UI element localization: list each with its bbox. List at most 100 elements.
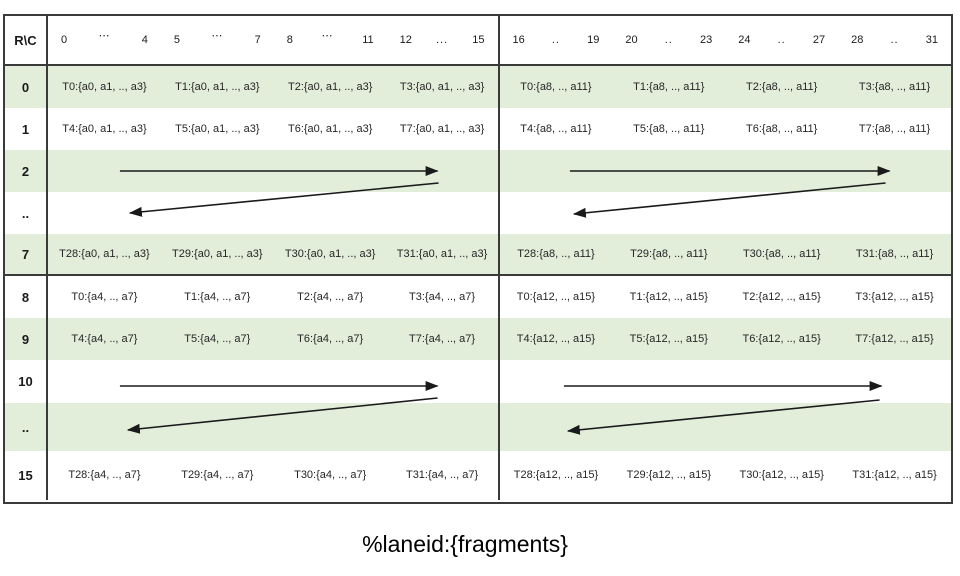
row-label: .. xyxy=(5,192,48,234)
fragment-cell: T28:{a4, .., a7} xyxy=(68,469,141,481)
fragment-cell: T0:{a0, a1, .., a3} xyxy=(48,66,161,108)
col-from: 24 xyxy=(738,33,751,46)
fragment-cell: T5:{a4, .., a7} xyxy=(160,318,274,360)
col-to: 11 xyxy=(362,33,374,46)
ellipsis-dots: ⋯ xyxy=(98,29,111,42)
fragment-cell: T7:{a12, .., a15} xyxy=(838,318,951,360)
row-label: 7 xyxy=(5,234,48,276)
ellipsis-dots: .. xyxy=(664,33,673,46)
col-to: 27 xyxy=(812,33,826,46)
col-to: 23 xyxy=(700,33,713,46)
ellipsis-dots: .. xyxy=(777,33,786,46)
row-label: 10 xyxy=(5,360,48,403)
arrow-row-right-half xyxy=(499,403,951,451)
fragment-cell: T29:{a8, .., a11} xyxy=(612,234,726,276)
row-label: 8 xyxy=(5,276,48,318)
column-group-header: 8 ⋯ 11 xyxy=(273,16,387,66)
fragment-cell: T5:{a8, .., a11} xyxy=(633,122,705,135)
fragment-cell: T2:{a4, .., a7} xyxy=(297,290,364,303)
arrow-row-right-half xyxy=(499,150,951,192)
column-group-header: 20 .. 23 xyxy=(612,16,726,66)
fragment-cell: T7:{a8, .., a11} xyxy=(858,122,931,135)
fragment-cell: T4:{a8, .., a11} xyxy=(520,122,592,135)
fragment-cell: T31:{a0, a1, .., a3} xyxy=(386,234,500,276)
row-label: .. xyxy=(5,403,48,451)
column-group-header: 0 ⋯ 4 xyxy=(48,16,161,66)
fragment-cell: T28:{a8, .., a11} xyxy=(499,234,613,276)
arrow-row-right-half xyxy=(500,360,952,403)
column-group-header: 5 ⋯ 7 xyxy=(160,16,274,66)
col-to: 31 xyxy=(925,33,938,46)
col-from: 0 xyxy=(61,33,68,46)
column-group-header: 24 .. 27 xyxy=(725,16,839,66)
fragment-cell: T1:{a0, a1, .., a3} xyxy=(160,66,274,108)
col-to: 7 xyxy=(254,33,261,46)
col-from: 28 xyxy=(851,33,864,46)
fragment-cell: T30:{a0, a1, .., a3} xyxy=(273,234,387,276)
column-group-header: 28 .. 31 xyxy=(838,16,951,66)
fragment-cell: T31:{a12, .., a15} xyxy=(852,469,937,481)
row-label: 0 xyxy=(5,66,48,108)
row-label: 1 xyxy=(5,108,48,150)
fragment-cell: T1:{a12, .., a15} xyxy=(629,290,708,303)
fragment-cell: T6:{a8, .., a11} xyxy=(746,122,818,135)
column-group-header: 16 .. 19 xyxy=(499,16,613,66)
fragment-cell: T30:{a4, .., a7} xyxy=(294,469,367,481)
fragment-cell: T0:{a4, .., a7} xyxy=(71,290,138,303)
col-from: 8 xyxy=(286,33,293,46)
figure-caption: %laneid:{fragments} xyxy=(362,531,568,557)
col-to: 4 xyxy=(141,33,148,46)
arrow-row-right-half xyxy=(500,192,952,234)
ellipsis-dots: ⋯ xyxy=(321,29,334,42)
fragment-layout-table: R\C 0 ⋯ 4 5 ⋯ 7 8 ⋯ 11 12 ... 15 16 .. 1… xyxy=(3,14,953,504)
fragment-cell: T3:{a0, a1, .., a3} xyxy=(386,66,500,108)
fragment-cell: T29:{a0, a1, .., a3} xyxy=(160,234,274,276)
fragment-cell: T3:{a4, .., a7} xyxy=(387,276,500,318)
fragment-cell: T4:{a0, a1, .., a3} xyxy=(62,122,147,135)
row-label: 9 xyxy=(5,318,48,360)
fragment-cell: T31:{a4, .., a7} xyxy=(387,451,500,500)
fragment-cell: T6:{a12, .., a15} xyxy=(725,318,839,360)
fragment-cell: T3:{a12, .., a15} xyxy=(855,290,934,303)
fragment-cell: T29:{a12, .., a15} xyxy=(626,469,712,481)
col-to: 15 xyxy=(472,33,485,46)
col-from: 16 xyxy=(512,33,525,46)
fragment-cell: T28:{a12, .., a15} xyxy=(513,469,599,481)
fragment-cell: T3:{a8, .., a11} xyxy=(838,66,951,108)
fragment-cell: T0:{a8, .., a11} xyxy=(499,66,613,108)
arrow-row-left-half xyxy=(48,150,500,192)
fragment-cell: T6:{a0, a1, .., a3} xyxy=(287,122,373,135)
col-to: 19 xyxy=(587,33,600,46)
ellipsis-dots: ... xyxy=(435,33,449,46)
col-from: 5 xyxy=(173,33,180,46)
fragment-cell: T0:{a12, .., a15} xyxy=(516,290,596,303)
fragment-cell: T5:{a12, .., a15} xyxy=(612,318,726,360)
col-from: 12 xyxy=(399,33,412,46)
ellipsis-dots: .. xyxy=(890,33,899,46)
fragment-cell: T2:{a0, a1, .., a3} xyxy=(273,66,387,108)
fragment-cell: T7:{a4, .., a7} xyxy=(386,318,500,360)
corner-header-rc: R\C xyxy=(5,16,48,66)
arrow-row-left-half xyxy=(48,192,500,234)
ellipsis-dots: .. xyxy=(551,33,560,46)
fragment-cell: T1:{a8, .., a11} xyxy=(612,66,726,108)
fragment-cell: T4:{a12, .., a15} xyxy=(499,318,613,360)
fragment-cell: T30:{a8, .., a11} xyxy=(725,234,839,276)
arrow-row-left-half xyxy=(48,403,500,451)
fragment-cell: T4:{a4, .., a7} xyxy=(48,318,161,360)
ellipsis-dots: ⋯ xyxy=(211,29,224,42)
col-from: 20 xyxy=(625,33,638,46)
fragment-cell: T1:{a4, .., a7} xyxy=(184,290,251,303)
arrow-row-left-half xyxy=(48,360,500,403)
fragment-cell: T5:{a0, a1, .., a3} xyxy=(175,122,260,135)
fragment-cell: T28:{a0, a1, .., a3} xyxy=(48,234,161,276)
fragment-cell: T2:{a8, .., a11} xyxy=(725,66,839,108)
row-label: 15 xyxy=(5,451,48,500)
column-group-header: 12 ... 15 xyxy=(386,16,500,66)
fragment-cell: T2:{a12, .., a15} xyxy=(742,290,821,303)
row-label: 2 xyxy=(5,150,48,192)
fragment-cell: T29:{a4, .., a7} xyxy=(181,469,254,481)
fragment-cell: T7:{a0, a1, .., a3} xyxy=(387,108,500,150)
fragment-cell: T30:{a12, .., a15} xyxy=(739,469,824,481)
fragment-cell: T6:{a4, .., a7} xyxy=(273,318,387,360)
